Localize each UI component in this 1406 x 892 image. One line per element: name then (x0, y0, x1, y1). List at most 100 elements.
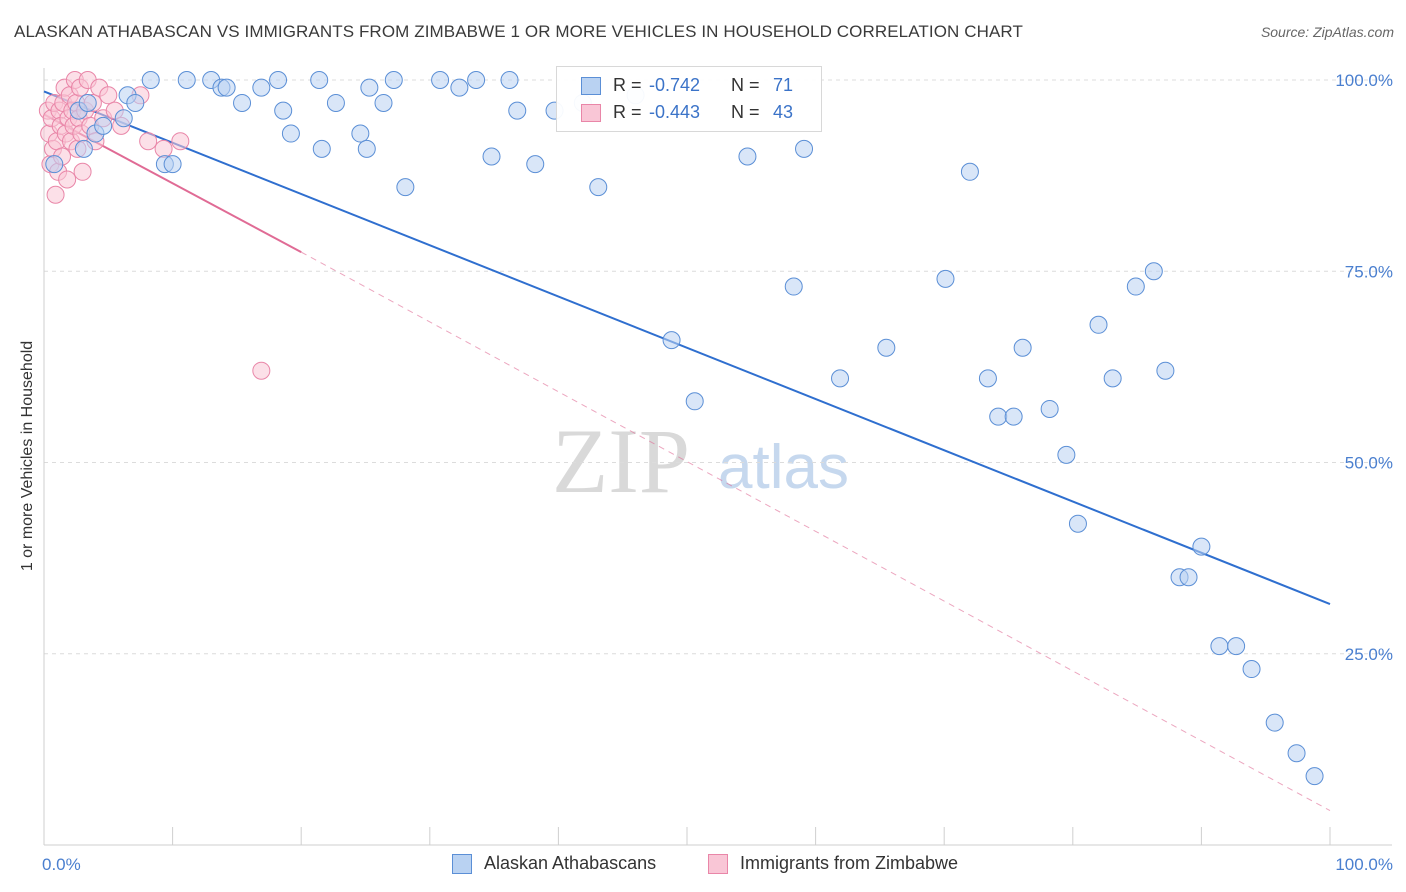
data-point-athabascan (357, 139, 376, 158)
n-label: N = (731, 75, 760, 95)
y-axis-title: 1 or more Vehicles in Household (19, 340, 36, 572)
data-point-athabascan (685, 392, 704, 411)
r-label: R = (613, 102, 642, 122)
y-tick-label: 100.0% (1335, 71, 1393, 90)
data-point-athabascan (1179, 568, 1198, 587)
data-point-athabascan (114, 109, 133, 128)
data-point-athabascan (74, 139, 93, 158)
data-point-athabascan (396, 178, 415, 197)
data-point-athabascan (252, 78, 271, 97)
data-point-athabascan (482, 147, 501, 166)
data-point-athabascan (78, 93, 97, 112)
data-point-athabascan (526, 155, 545, 174)
data-point-athabascan (94, 116, 113, 135)
data-point-athabascan (141, 71, 160, 89)
data-point-athabascan (1013, 338, 1032, 357)
n-value: 71 (773, 75, 794, 95)
r-label: R = (613, 75, 642, 95)
legend-swatch-zimbabwe (708, 854, 728, 874)
data-point-athabascan (269, 71, 288, 89)
axes (43, 68, 1392, 846)
data-point-athabascan (738, 147, 757, 166)
data-point-athabascan (795, 139, 814, 158)
data-point-athabascan (1227, 637, 1246, 656)
gridlines (44, 79, 1392, 655)
data-point-athabascan (1004, 407, 1023, 426)
x-tick-labels: 0.0% 100.0% (42, 855, 1393, 874)
data-point-athabascan (351, 124, 370, 143)
data-point-zimbabwe (99, 86, 118, 105)
watermark-atlas: atlas (718, 433, 849, 502)
data-point-zimbabwe (58, 170, 77, 189)
data-point-athabascan (431, 71, 450, 89)
swatch-zimbabwe (581, 104, 601, 122)
data-point-athabascan (163, 155, 182, 174)
n-value: 43 (773, 102, 794, 122)
data-point-athabascan (126, 93, 145, 112)
data-point-athabascan (177, 71, 196, 89)
data-point-athabascan (1068, 514, 1087, 533)
data-point-athabascan (662, 331, 681, 350)
data-point-athabascan (1040, 399, 1059, 418)
data-point-athabascan (1287, 744, 1306, 763)
data-point-athabascan (1057, 445, 1076, 464)
data-point-zimbabwe (154, 139, 173, 158)
data-point-athabascan (960, 162, 979, 181)
swatch-athabascan (581, 77, 601, 95)
data-point-athabascan (310, 71, 329, 89)
chart-title: ALASKAN ATHABASCAN VS IMMIGRANTS FROM ZI… (14, 22, 1023, 41)
watermark-zip: ZIP (552, 410, 690, 512)
data-point-athabascan (1265, 713, 1284, 732)
legend-label-athabascan: Alaskan Athabascans (484, 853, 657, 873)
data-point-athabascan (1156, 361, 1175, 380)
data-point-athabascan (508, 101, 527, 120)
data-point-athabascan (784, 277, 803, 296)
data-point-athabascan (1242, 660, 1261, 679)
trendline-zimbabwe-extended (300, 251, 1331, 812)
data-point-athabascan (589, 178, 608, 197)
r-value: -0.443 (649, 102, 701, 122)
data-point-zimbabwe (46, 185, 65, 204)
data-point-athabascan (326, 93, 345, 112)
data-point-athabascan (45, 155, 64, 174)
y-tick-label: 50.0% (1345, 454, 1393, 473)
data-point-athabascan (1126, 277, 1145, 296)
stats-legend: R = -0.742 N = 71 R = -0.443 N = 43 (556, 66, 822, 132)
data-point-athabascan (1210, 637, 1229, 656)
data-point-zimbabwe (171, 132, 190, 151)
data-point-athabascan (1305, 767, 1324, 786)
series-athabascan-points (45, 71, 1324, 786)
trendline-athabascan (43, 90, 1331, 605)
data-point-athabascan (450, 78, 469, 97)
data-point-athabascan (989, 407, 1008, 426)
data-point-zimbabwe (139, 132, 158, 151)
data-point-athabascan (831, 369, 850, 388)
y-tick-label: 75.0% (1345, 262, 1393, 281)
data-point-zimbabwe (73, 162, 92, 181)
data-point-athabascan (233, 93, 252, 112)
x-tick-label: 100.0% (1335, 855, 1393, 874)
r-value: -0.742 (649, 75, 701, 95)
legend-label-zimbabwe: Immigrants from Zimbabwe (740, 853, 959, 873)
y-tick-labels: 25.0% 50.0% 75.0% 100.0% (1335, 71, 1393, 664)
data-point-athabascan (1103, 369, 1122, 388)
y-tick-label: 25.0% (1345, 645, 1393, 664)
data-point-athabascan (877, 338, 896, 357)
data-point-athabascan (1192, 537, 1211, 556)
data-point-zimbabwe (252, 361, 271, 380)
data-point-athabascan (500, 71, 519, 89)
data-point-athabascan (217, 78, 236, 97)
data-point-athabascan (978, 369, 997, 388)
x-tick-label: 0.0% (42, 855, 81, 874)
data-point-athabascan (281, 124, 300, 143)
data-point-athabascan (1144, 262, 1163, 281)
watermark: ZIP atlas (552, 410, 849, 512)
data-point-athabascan (467, 71, 486, 89)
n-label: N = (731, 102, 760, 122)
data-point-athabascan (384, 71, 403, 89)
data-point-athabascan (274, 101, 293, 120)
data-point-athabascan (312, 139, 331, 158)
legend-swatch-athabascan (452, 854, 472, 874)
source-credit: Source: ZipAtlas.com (1260, 24, 1394, 40)
